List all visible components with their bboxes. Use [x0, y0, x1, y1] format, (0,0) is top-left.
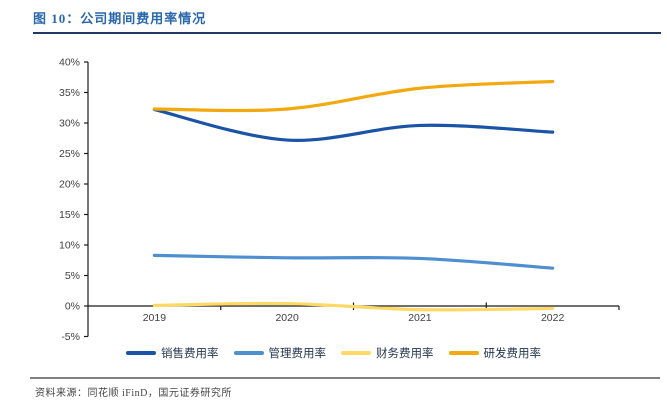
- series-line-3: [152, 79, 555, 113]
- legend-line-swatch: [126, 351, 156, 355]
- source-note: 资料来源：同花顺 iFinD，国元证券研究所: [35, 388, 232, 399]
- svg-text:40%: 40%: [59, 57, 80, 69]
- legend-label: 销售费用率: [161, 348, 219, 360]
- svg-text:2021: 2021: [408, 312, 432, 324]
- title-underline: [33, 32, 661, 34]
- legend-line-swatch: [233, 351, 264, 355]
- legend-label: 财务费用率: [376, 348, 434, 360]
- legend-label: 管理费用率: [268, 348, 327, 360]
- legend-line-swatch: [448, 351, 479, 355]
- legend-line-swatch: [341, 351, 371, 355]
- legend-label: 研发费用率: [483, 348, 542, 360]
- svg-text:2020: 2020: [275, 312, 299, 324]
- series-line-1: [152, 253, 555, 270]
- svg-text:-5%: -5%: [61, 331, 80, 340]
- chart-area: 40% 35% 30% 25% 20% 15% 10% 5% 0% -5% 2019 2020 2021…: [0, 40, 667, 343]
- footer-divider: [30, 377, 660, 379]
- svg-text:30%: 30%: [59, 118, 80, 130]
- legend-item-3: 研发费用率: [448, 345, 542, 361]
- svg-text:0%: 0%: [65, 301, 80, 313]
- svg-text:35%: 35%: [59, 87, 80, 99]
- svg-text:10%: 10%: [59, 240, 80, 252]
- svg-text:15%: 15%: [59, 209, 80, 221]
- svg-text:5%: 5%: [65, 270, 80, 282]
- expense-ratio-line-chart: 40% 35% 30% 25% 20% 15% 10% 5% 0% -5% 2019 2020 2021…: [59, 57, 620, 343]
- chart-legend: 销售费用率 管理费用率 财务费用率 研发费用率: [30, 344, 637, 362]
- legend-item-0: 销售费用率: [126, 345, 219, 361]
- legend-item-1: 管理费用率: [233, 345, 327, 361]
- legend-item-2: 财务费用率: [341, 345, 434, 361]
- series-line-2: [152, 301, 555, 312]
- y-axis: 40% 35% 30% 25% 20% 15% 10% 5% 0% -5%: [59, 57, 89, 343]
- svg-text:20%: 20%: [59, 179, 80, 191]
- series-line-0: [152, 107, 555, 142]
- svg-text:2022: 2022: [541, 312, 565, 324]
- svg-text:2019: 2019: [143, 312, 167, 324]
- svg-text:25%: 25%: [59, 148, 80, 160]
- figure-title: 图 10：公司期间费用率情况: [33, 11, 207, 26]
